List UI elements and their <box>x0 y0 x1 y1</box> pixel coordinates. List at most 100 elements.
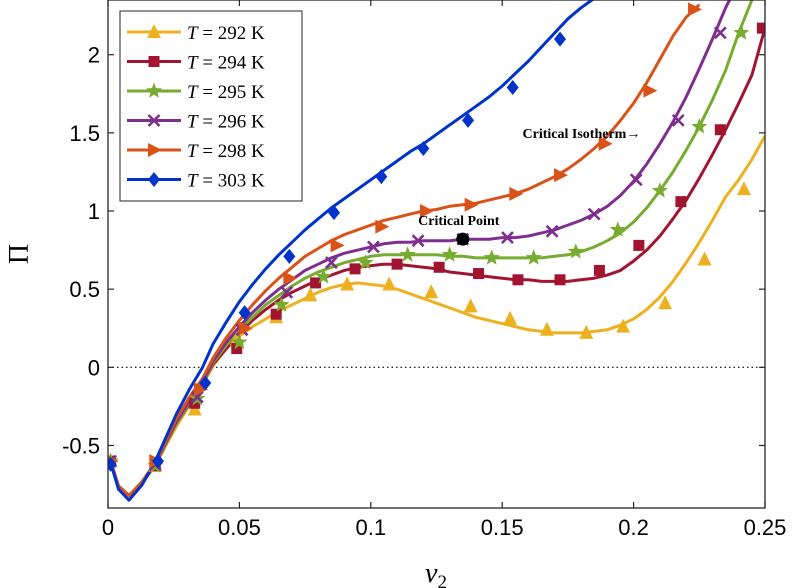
y-tick-label: 1 <box>88 199 100 224</box>
marker-t-294-k <box>714 124 726 136</box>
marker-t-292-k <box>539 321 554 336</box>
marker-t-298-k <box>238 321 253 336</box>
marker-t-303-k <box>375 169 388 185</box>
legend-marker-t-295-k <box>145 82 163 98</box>
marker-t-296-k <box>411 234 425 248</box>
marker-t-295-k <box>567 243 584 259</box>
marker-t-292-k <box>697 251 712 266</box>
marker-t-298-k <box>375 219 390 234</box>
x-tick-label: 0.2 <box>618 515 649 540</box>
legend-box <box>119 10 303 202</box>
marker-t-298-k <box>688 2 703 17</box>
x-axis-label: v2 <box>425 558 447 588</box>
marker-t-292-k <box>579 324 594 339</box>
marker-t-298-k <box>464 197 479 212</box>
marker-t-296-k <box>629 173 643 187</box>
x-tick-label: 0.1 <box>356 515 387 540</box>
marker-t-295-k <box>609 221 626 237</box>
marker-t-292-k <box>616 318 631 333</box>
legend: T = 292 K T = 294 K T = 295 K T = 296 K T = … <box>119 10 303 202</box>
marker-t-303-k <box>417 140 430 156</box>
legend-marker-t-298-k <box>148 143 162 157</box>
marker-t-292-k <box>382 276 397 291</box>
marker-t-295-k <box>483 249 500 265</box>
marker-t-294-k <box>231 343 243 355</box>
marker-layer <box>108 2 765 473</box>
series-line-t-303-k <box>109 0 595 502</box>
marker-t-298-k <box>643 83 658 98</box>
marker-t-303-k <box>151 453 164 469</box>
y-tick-label: 2 <box>88 43 100 68</box>
marker-t-295-k <box>691 118 708 134</box>
y-tick-label: -0.5 <box>62 433 100 458</box>
marker-t-298-k <box>598 136 613 151</box>
marker-t-296-k <box>545 224 559 238</box>
marker-t-294-k <box>391 258 403 270</box>
legend-marker-t-292-k <box>147 24 161 38</box>
marker-t-303-k <box>506 80 519 96</box>
marker-t-294-k <box>270 308 282 320</box>
marker-t-295-k <box>357 254 374 270</box>
marker-t-296-k <box>324 256 338 270</box>
legend-marker-t-296-k <box>147 114 161 127</box>
critical-point-marker <box>456 232 470 246</box>
marker-t-303-k <box>554 31 567 47</box>
marker-t-303-k <box>108 456 117 472</box>
marker-t-292-k <box>658 295 673 310</box>
marker-t-296-k <box>713 26 727 40</box>
legend-marker-t-303-k <box>148 172 160 187</box>
legend-label-t-292-k: T = 292 K <box>187 23 265 44</box>
legend-label-t-303-k: T = 303 K <box>187 171 265 192</box>
marker-t-295-k <box>733 24 750 40</box>
legend-label-t-298-k: T = 298 K <box>187 141 265 162</box>
marker-t-295-k <box>525 249 542 265</box>
marker-t-296-k <box>587 207 601 221</box>
y-tick-label: 0 <box>88 355 100 380</box>
marker-t-295-k <box>273 296 290 312</box>
marker-t-295-k <box>315 268 332 284</box>
marker-t-292-k <box>463 298 478 313</box>
x-tick-label: 0.05 <box>218 515 261 540</box>
y-axis-label: Π <box>4 244 35 264</box>
marker-t-294-k <box>756 22 765 34</box>
marker-t-292-k <box>340 276 355 291</box>
x-tick-label: 0.25 <box>744 515 787 540</box>
marker-t-298-k <box>193 382 208 397</box>
marker-t-294-k <box>433 261 445 273</box>
plot-frame <box>107 0 766 509</box>
y-tick-label: 1.5 <box>69 121 100 146</box>
marker-t-295-k <box>441 246 458 262</box>
marker-t-294-k <box>310 277 322 289</box>
marker-t-295-k <box>231 333 248 350</box>
marker-t-294-k <box>349 263 361 275</box>
x-tick-label: 0 <box>102 515 114 540</box>
marker-t-295-k <box>399 246 416 262</box>
legend-label-t-294-k: T = 294 K <box>187 53 265 74</box>
marker-t-294-k <box>593 264 605 276</box>
marker-t-296-k <box>280 285 294 299</box>
legend-label-t-295-k: T = 295 K <box>187 82 265 103</box>
marker-t-296-k <box>501 231 514 245</box>
marker-t-292-k <box>424 284 439 299</box>
marker-t-296-k <box>671 113 685 127</box>
y-tick-label: 0.5 <box>69 277 100 302</box>
legend-label-t-296-k: T = 296 K <box>187 112 265 133</box>
marker-t-295-k <box>651 182 668 198</box>
marker-t-294-k <box>512 274 524 286</box>
marker-t-294-k <box>633 239 645 251</box>
marker-t-298-k <box>419 204 434 219</box>
marker-t-298-k <box>330 238 345 253</box>
marker-t-292-k <box>303 287 318 302</box>
marker-t-303-k <box>283 248 296 264</box>
marker-t-294-k <box>675 196 687 208</box>
marker-t-292-k <box>736 181 751 196</box>
legend-marker-t-294-k <box>148 56 160 67</box>
marker-t-303-k <box>328 205 341 221</box>
marker-t-303-k <box>238 305 251 321</box>
marker-t-303-k <box>199 375 212 391</box>
marker-t-298-k <box>283 271 298 286</box>
marker-t-298-k <box>554 168 569 183</box>
x-axis-ticks: 0 0.05 0.1 0.15 0.2 0.25 <box>102 0 787 540</box>
y-axis-ticks: -0.5 0 0.5 1 1.5 2 <box>62 43 765 458</box>
